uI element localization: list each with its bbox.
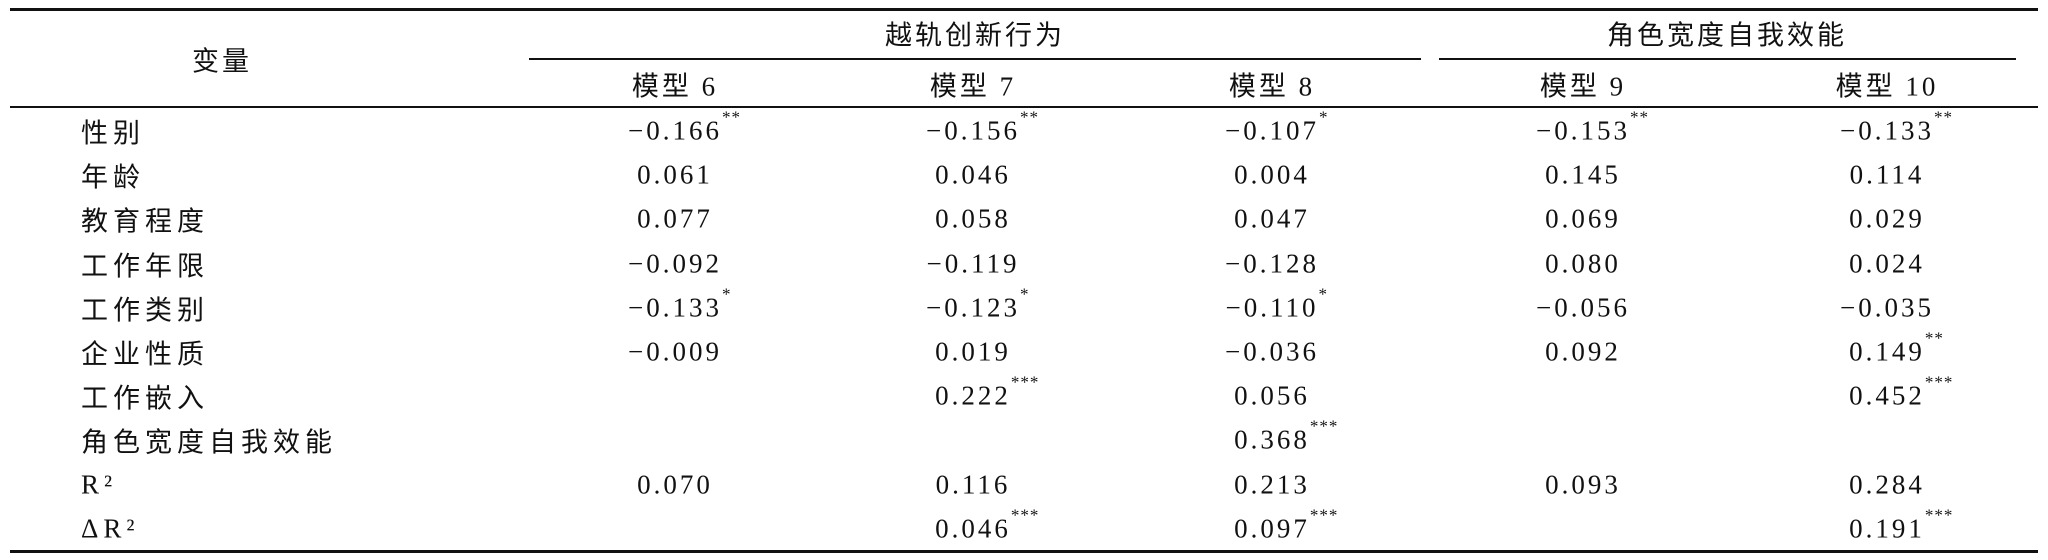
row-label: 角色宽度自我效能 [81,427,337,458]
cell-value: 0.058 [935,203,1011,234]
cell-value: 0.149 ** [1849,328,1944,367]
cell-value: 0.019 [935,336,1011,367]
row-label: 性别 [81,118,145,149]
cell-value: −0.036 [1225,336,1319,367]
row-label: 工作嵌入 [81,383,209,414]
significance-mark: ** [1629,107,1649,127]
model-header: 模型 6 [631,71,719,102]
significance-mark: *** [1010,372,1040,392]
significance-mark: * [1318,284,1328,304]
cell-value: −0.133 ** [1840,107,1953,146]
row-label: 工作类别 [81,295,209,326]
row-label: R² [81,469,118,500]
significance-mark: ** [721,107,741,127]
cell-value: 0.056 [1234,380,1310,411]
model-header: 模型 8 [1228,71,1316,102]
significance-mark: * [1019,284,1030,304]
significance-mark: ** [1019,107,1039,127]
cell-value: 0.061 [637,159,713,190]
cell-value: 0.191 *** [1849,505,1954,544]
significance-mark: *** [1309,416,1339,436]
cell-value: 0.080 [1545,248,1621,279]
cell-value: 0.077 [637,203,713,234]
cell-value: 0.047 [1234,203,1310,234]
significance-mark: ** [1933,107,1953,127]
model-header: 模型 9 [1539,71,1627,102]
significance-mark: *** [1924,372,1954,392]
significance-mark: * [1318,107,1329,127]
cell-value: 0.368 *** [1234,416,1339,455]
cell-value: 0.116 [935,469,1011,500]
cell-value: 0.070 [637,469,713,500]
cell-value: 0.114 [1849,159,1925,190]
row-label: 教育程度 [81,206,209,237]
group-header: 角色宽度自我效能 [1607,20,1847,51]
cell-value: 0.093 [1545,469,1621,500]
significance-mark: *** [1309,505,1339,525]
significance-mark: ** [1924,328,1944,348]
cell-value: −0.056 [1536,292,1630,323]
bottom-rule [10,550,2038,553]
group-header: 越轨创新行为 [885,20,1065,51]
cell-value: 0.213 [1234,469,1310,500]
cell-value: −0.123 * [926,284,1030,323]
significance-mark: * [721,284,732,304]
cell-value: −0.035 [1840,292,1934,323]
cell-value: −0.133 * [628,284,732,323]
cell-value: −0.166 ** [628,107,741,146]
cell-value: −0.107 * [1225,107,1329,146]
row-label: ΔR² [81,513,140,544]
cell-value: −0.110 * [1225,284,1328,323]
significance-mark: *** [1924,505,1954,525]
cell-value: −0.009 [628,336,722,367]
cell-value: 0.452 *** [1849,372,1954,411]
cell-value: −0.128 [1225,248,1319,279]
cell-value: 0.046 [935,159,1011,190]
cell-value: 0.145 [1545,159,1621,190]
group-rule [1439,58,2016,60]
header-rule [10,106,2038,108]
row-label: 年龄 [81,162,145,193]
cell-value: 0.029 [1849,203,1925,234]
cell-value: 0.284 [1849,469,1925,500]
cell-value: −0.156 ** [926,107,1039,146]
top-rule [10,8,2038,11]
cell-value: 0.069 [1545,203,1621,234]
cell-value: 0.004 [1234,159,1310,190]
stub-header: 变量 [192,46,252,77]
row-label: 工作年限 [81,251,209,282]
cell-value: 0.024 [1849,248,1925,279]
model-header: 模型 7 [929,71,1017,102]
cell-value: −0.092 [628,248,722,279]
group-rule [529,58,1421,60]
significance-mark: *** [1010,505,1040,525]
model-header: 模型 10 [1835,71,1939,102]
row-label: 企业性质 [81,339,209,370]
cell-value: 0.092 [1545,336,1621,367]
cell-value: −0.153 ** [1536,107,1649,146]
cell-value: 0.097 *** [1234,505,1339,544]
cell-value: 0.046 *** [935,505,1040,544]
cell-value: −0.119 [926,248,1020,279]
cell-value: 0.222 *** [935,372,1040,411]
